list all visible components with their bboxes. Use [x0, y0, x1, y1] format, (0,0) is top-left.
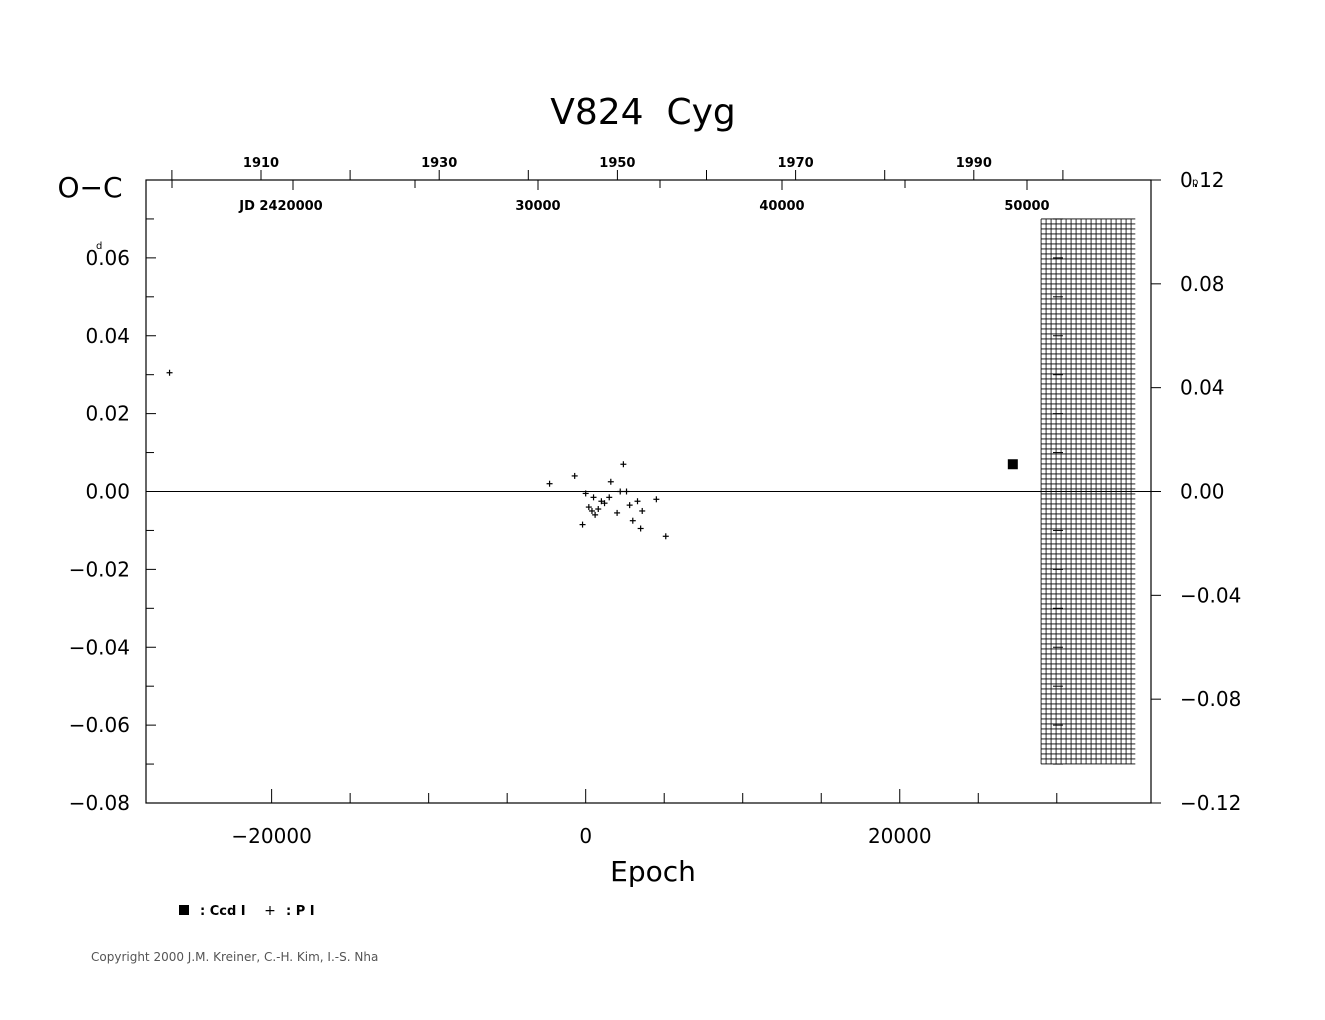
right-tick-label: −0.12 — [1180, 791, 1241, 815]
pi-point — [592, 511, 599, 518]
pi-point — [620, 461, 627, 468]
legend: : Ccd I + : P I — [179, 903, 315, 919]
pi-point — [595, 506, 602, 513]
legend-ccd-marker — [179, 905, 189, 915]
pi-point — [614, 509, 621, 516]
right-tick-label: −0.08 — [1180, 687, 1241, 711]
pi-point — [590, 494, 597, 501]
y-tick-label: 0.02 — [85, 402, 130, 426]
tick-labels: −0.08 −0.06 −0.04 −0.02 0.00 0.02 0.04 0.06d −0.… — [69, 156, 1242, 848]
pi-point — [629, 517, 636, 524]
legend-pi-marker: + — [264, 903, 276, 919]
pi-point — [653, 496, 660, 503]
y-tick-label: −0.02 — [69, 557, 130, 581]
copyright: Copyright 2000 J.M. Kreiner, C.-H. Kim, … — [91, 950, 378, 964]
right-unit-label: p — [1192, 177, 1198, 188]
pi-point — [601, 500, 608, 507]
y-tick-label: −0.04 — [69, 635, 130, 659]
year-label: 1950 — [599, 156, 635, 171]
axis-ticks — [146, 170, 1161, 804]
y-tick-label: −0.06 — [69, 713, 130, 737]
right-tick-label: −0.04 — [1180, 583, 1241, 607]
pi-point — [634, 498, 641, 505]
pi-point — [579, 521, 586, 528]
year-label: 1910 — [243, 156, 279, 171]
pi-point — [662, 533, 669, 540]
y-tick-label: −0.08 — [69, 791, 130, 815]
y-tick-label: 0.04 — [85, 324, 130, 348]
plot-frame — [145, 179, 1152, 804]
jd-label: JD 2420000 — [238, 199, 322, 214]
y-tick-label: 0.00 — [85, 480, 130, 504]
chart-title: V824 Cyg — [550, 92, 736, 133]
pi-point — [585, 504, 592, 511]
pi-point — [166, 369, 173, 376]
legend-pi-label: : P I — [286, 904, 315, 919]
data-points — [166, 369, 1018, 540]
pi-point — [598, 498, 605, 505]
right-tick-label: 0.04 — [1180, 376, 1225, 400]
y-axis-label: O−C — [57, 171, 122, 204]
x-axis-label: Epoch — [610, 855, 696, 888]
x-tick-label: −20000 — [231, 824, 311, 848]
year-label: 1930 — [421, 156, 457, 171]
pi-point — [606, 494, 613, 501]
jd-label: 50000 — [1004, 199, 1049, 214]
y-unit-label: d — [96, 241, 102, 252]
legend-ccd-label: : Ccd I — [200, 904, 246, 919]
pi-point — [571, 472, 578, 479]
year-label: 1990 — [956, 156, 992, 171]
right-tick-label: 0.08 — [1180, 272, 1225, 296]
right-tick-label: 0.00 — [1180, 480, 1225, 504]
pi-point — [626, 502, 633, 509]
pi-point — [607, 478, 614, 485]
jd-label: 40000 — [759, 199, 804, 214]
right-tick-label: 0.12 — [1180, 168, 1225, 192]
year-label: 1970 — [778, 156, 814, 171]
x-tick-label: 0 — [579, 824, 592, 848]
pi-point — [637, 525, 644, 532]
pi-point — [617, 488, 624, 495]
pi-point — [582, 490, 589, 497]
ccd-point — [1007, 459, 1018, 470]
jd-label: 30000 — [515, 199, 560, 214]
y-tick-label: 0.06 — [85, 246, 130, 270]
pi-point — [546, 480, 553, 487]
x-tick-label: 20000 — [868, 824, 932, 848]
pi-point — [588, 507, 595, 514]
pi-point — [623, 488, 630, 495]
pi-point — [639, 507, 646, 514]
